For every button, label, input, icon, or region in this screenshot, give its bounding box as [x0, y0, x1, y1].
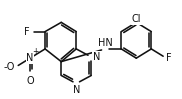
Text: F: F	[166, 53, 172, 63]
Text: -O: -O	[4, 62, 15, 72]
Text: O: O	[26, 76, 34, 86]
Text: N: N	[26, 53, 34, 63]
Text: Cl: Cl	[132, 14, 141, 24]
Text: HN: HN	[98, 38, 112, 48]
Text: N: N	[73, 85, 80, 95]
Text: F: F	[24, 27, 30, 37]
Text: N: N	[93, 52, 100, 62]
Text: +: +	[32, 47, 38, 56]
